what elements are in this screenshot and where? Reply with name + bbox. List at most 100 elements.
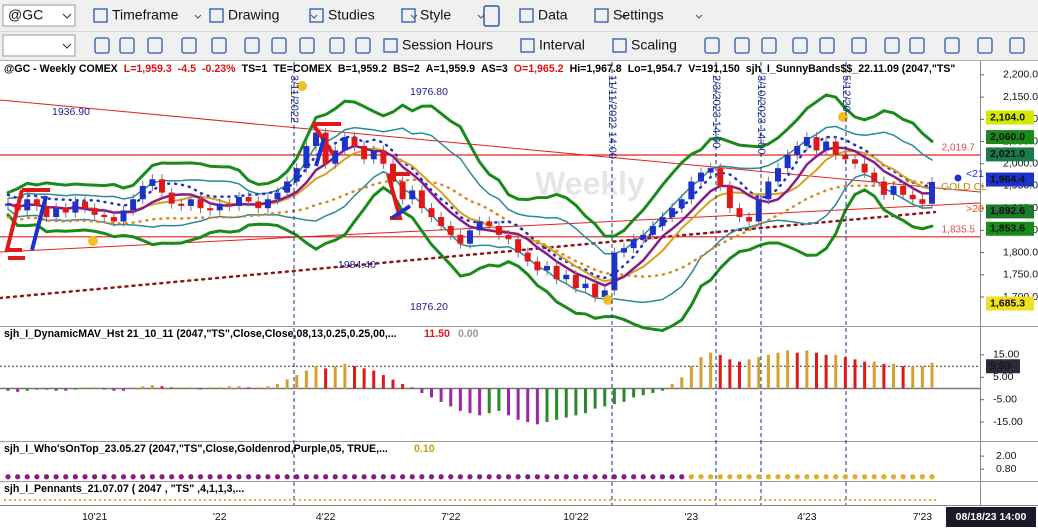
toolbar-icon[interactable] [244,37,260,54]
toolbar-button[interactable]: Drawing [228,7,279,23]
toolbar-icon[interactable] [944,37,960,54]
state-dot [525,474,531,480]
price-tag [986,221,1034,236]
toolbar-icon[interactable] [977,37,993,54]
state-dot [130,474,136,480]
interval-input[interactable] [2,34,76,57]
toolbar-button[interactable]: Settings [613,7,664,23]
toolbar-icon[interactable] [851,37,867,54]
toolbar-button[interactable]: Studies [328,7,375,23]
candle [707,168,714,173]
dropdown-arrow [194,14,202,19]
toolbar-icon[interactable] [704,37,720,54]
toolbar-icon[interactable] [94,37,110,54]
state-dot [15,474,21,480]
toolbar-icon[interactable] [734,37,750,54]
histogram-bar [670,384,674,389]
toolbar-icon[interactable] [119,37,135,54]
pennant [4,188,50,260]
candle [842,154,849,160]
side-text: <21 [966,168,984,180]
state-dot [515,474,521,480]
histogram-bar [420,388,424,393]
state-dot [871,474,877,480]
candle [341,137,348,151]
state-dot [650,474,656,480]
toolbar-row: Timeframe Drawing Studies Style Data Settings [93,5,703,27]
header-field: O=1,965.2 [514,63,564,75]
histogram-bar [54,388,58,391]
current-tag [986,359,1020,374]
toolbar-icon [309,8,324,23]
candle [110,217,117,222]
indicator-line [7,147,933,283]
histogram-bar [199,388,202,390]
price-tag [986,296,1034,311]
histogram-bar [449,388,453,407]
state-dot [592,474,598,480]
histogram-bar [892,363,895,389]
state-dot [43,474,50,480]
toolbar-icon[interactable] [355,37,371,54]
state-dot [361,474,367,480]
histogram-bar [863,361,867,389]
histogram-bar [651,388,655,393]
state-dot [342,474,348,480]
candle [33,199,40,206]
histogram-bar [64,388,68,391]
histogram-bar [478,388,482,416]
symbol-input[interactable] [2,4,76,27]
readout: 0.00 [458,328,479,340]
candle [72,201,79,213]
indicator-line [6,93,934,238]
toolbar-button[interactable]: Scaling [631,37,677,53]
y-tick-label: 0.80 [996,463,1017,475]
state-dot [236,474,242,480]
toolbar-button[interactable]: Style [420,7,451,23]
state-dot [582,474,589,480]
toolbar-button[interactable]: Session Hours [402,37,493,53]
toolbar-icon[interactable] [909,37,925,54]
toolbar-icon[interactable] [761,37,777,54]
toolbar-icon[interactable] [299,37,315,54]
toolbar-icon[interactable] [792,37,808,54]
state-dot [544,474,550,480]
toolbar-icon[interactable] [1009,37,1025,54]
state-dot [765,474,771,480]
state-dot [82,474,88,480]
toolbar-icon[interactable] [884,37,900,54]
state-dot [5,474,11,480]
candle [418,190,425,209]
toolbar-icon[interactable] [147,37,163,54]
histogram-bar [718,354,722,389]
toolbar-icon[interactable] [181,37,197,54]
dropdown-arrow [477,14,485,19]
candle [919,199,926,204]
histogram-bar [45,388,48,390]
histogram-bar [314,366,318,389]
toolbar-button[interactable]: Timeframe [112,7,179,23]
candle [91,208,98,215]
state-dot [929,474,935,480]
price-tag [986,110,1034,125]
x-tick-label: 10'21 [82,511,108,523]
dropdown-arrow [62,13,72,19]
toolbar-button[interactable]: Data [538,7,568,23]
toolbar-icon[interactable] [271,37,287,54]
histogram-bar [141,386,145,389]
state-dot [149,474,155,480]
state-dot [717,474,723,480]
toolbar-icon[interactable] [211,37,227,54]
toolbar-icon[interactable] [329,37,345,54]
histogram-bar [911,366,915,389]
histogram-bar [487,388,491,414]
candle [861,163,868,173]
candle [274,192,281,200]
histogram-bar [574,388,578,416]
toolbar-button[interactable]: Interval [539,37,585,53]
state-dot [842,474,848,480]
candle [438,217,445,226]
readout: 0.10 [414,443,435,455]
toolbar-icon[interactable] [819,37,835,54]
